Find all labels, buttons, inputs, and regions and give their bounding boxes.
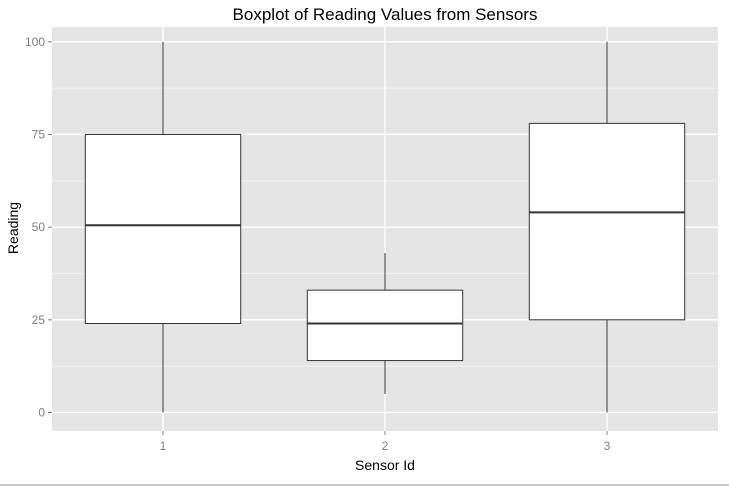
- y-axis-label: Reading: [5, 202, 21, 254]
- box-sensor-3: [528, 41, 686, 413]
- box-group: [84, 41, 686, 413]
- x-axis: 1 2 3: [160, 431, 611, 453]
- x-tick-label: 3: [604, 439, 611, 453]
- chart-title: Boxplot of Reading Values from Sensors: [233, 5, 538, 24]
- y-tick-label: 50: [32, 220, 46, 234]
- y-tick-label: 75: [32, 127, 46, 141]
- y-tick-label: 100: [25, 35, 45, 49]
- interquartile-box: [528, 122, 686, 321]
- x-tick-label: 1: [160, 439, 167, 453]
- bottom-rule: [0, 484, 729, 486]
- box-sensor-1: [84, 41, 242, 413]
- y-tick-label: 25: [32, 313, 46, 327]
- interquartile-box: [84, 133, 242, 325]
- y-axis: 0 25 50 75 100: [25, 35, 52, 419]
- interquartile-box: [306, 289, 464, 362]
- x-tick-label: 2: [382, 439, 389, 453]
- x-axis-label: Sensor Id: [355, 457, 415, 473]
- box-sensor-2: [306, 253, 464, 394]
- y-tick-label: 0: [38, 405, 45, 419]
